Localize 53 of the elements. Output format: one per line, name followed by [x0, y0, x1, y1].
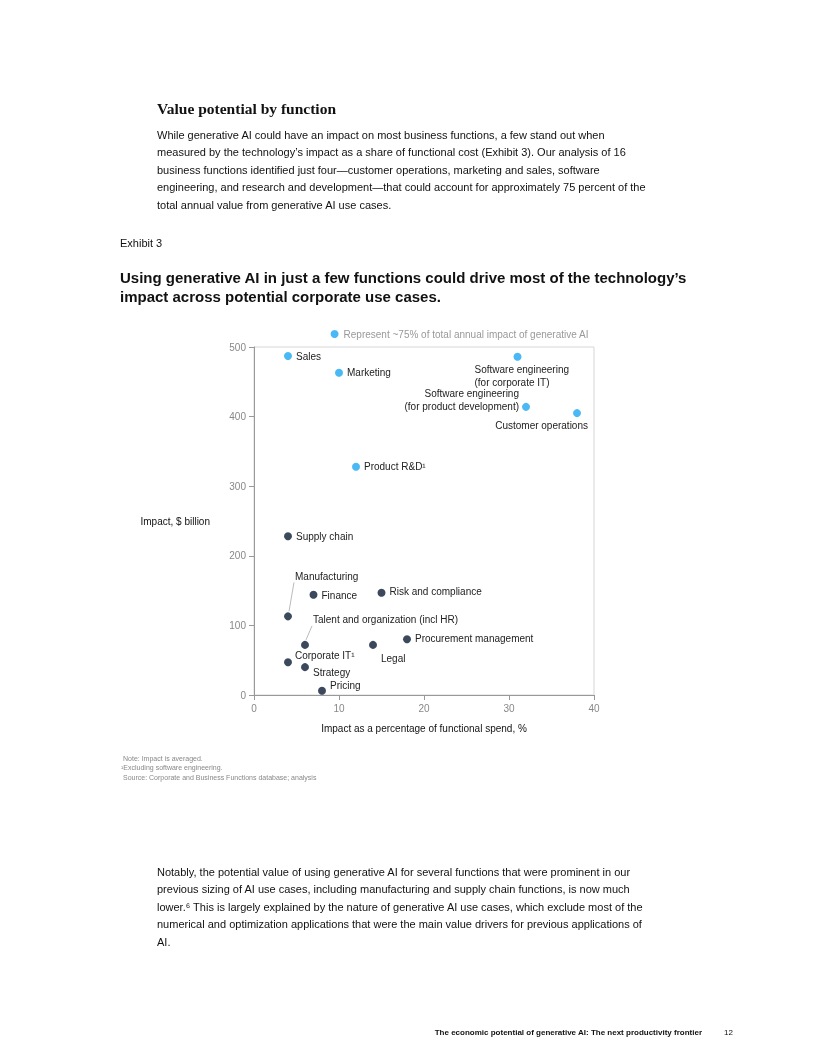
annotation: Corporate IT¹ [295, 649, 356, 661]
point [513, 352, 522, 361]
x-tick-label: 10 [333, 702, 345, 714]
point [284, 612, 292, 621]
annotation: Risk and compliance [389, 586, 483, 598]
annotation: Procurement management [415, 632, 534, 644]
text: Value potential by function [157, 100, 336, 118]
point [573, 409, 581, 418]
annotation: Pricing [330, 680, 361, 692]
text: While generative AI could have an impact on most business functions, a few stand out when measured by the technology’s impact as a share of functional cost (Exhibit 3). Our analysis of 16 business functions identified just four—customer operations, marketing and sales, software engineering, and research and development—that could account for approximately 75 percent of the total annual value from generative AI use cases. [157, 128, 647, 213]
point [352, 462, 360, 471]
point [309, 590, 318, 599]
annotation: Strategy [313, 666, 351, 678]
annotation: Manufacturing [295, 570, 359, 582]
annotation: Software engineering (for corporate IT) [474, 363, 570, 388]
point [369, 640, 377, 649]
text: The economic potential of generative AI: The next productivity frontier [434, 1028, 702, 1037]
point [301, 663, 309, 672]
text: Notably, the potential value of using generative AI for several functions that were prominent in our previous sizing of AI use cases, including manufacturing and supply chain functions, is now much lower.⁶ This is largely explained by the nature of generative AI use cases, which exclude most of the numerical and optimization applications that were the main value drivers for previous applications of AI. [157, 865, 644, 950]
x-tick-label: 40 [588, 702, 600, 714]
point [377, 588, 386, 597]
annotation: Product R&D¹ [364, 461, 427, 473]
annotation: Software engineering (for product development) [404, 387, 519, 412]
annotation: Legal [381, 652, 406, 664]
annotation: Customer operations [495, 420, 588, 432]
point [522, 402, 530, 411]
y-tick-label: 300 [229, 480, 247, 492]
annotation: Sales [296, 350, 322, 362]
point [318, 686, 326, 695]
y-tick-label: 100 [229, 619, 247, 631]
annotation: Marketing [347, 367, 391, 379]
x-tick-label: 30 [503, 702, 515, 714]
y-tick-label: 400 [229, 411, 247, 423]
chart-title: Using generative AI in just a few functions could drive most of the technology’s impact across potential corporate use cases. [120, 268, 688, 306]
y-tick-label: 500 [229, 341, 247, 353]
annotation: Supply chain [296, 530, 354, 542]
point [335, 368, 343, 377]
annotation: Finance [321, 590, 358, 602]
text: Exhibit 3 [120, 237, 163, 249]
point [284, 658, 292, 667]
y-axis-title: Impact, $ billion [140, 515, 210, 527]
point [301, 640, 309, 649]
y-tick-label: 0 [240, 689, 247, 701]
point [284, 352, 292, 361]
y-tick-label: 200 [229, 550, 247, 562]
x-axis-title: Impact as a percentage of functional spend, % [321, 722, 527, 734]
point [403, 635, 411, 644]
annotation: Talent and organization (incl HR) [313, 614, 459, 626]
legend-label: Represent ~75% of total annual impact of generative AI [343, 328, 589, 340]
x-tick-label: 20 [418, 702, 430, 714]
x-tick-label: 0 [251, 702, 258, 714]
text: 12 [724, 1028, 733, 1037]
point [284, 532, 292, 541]
